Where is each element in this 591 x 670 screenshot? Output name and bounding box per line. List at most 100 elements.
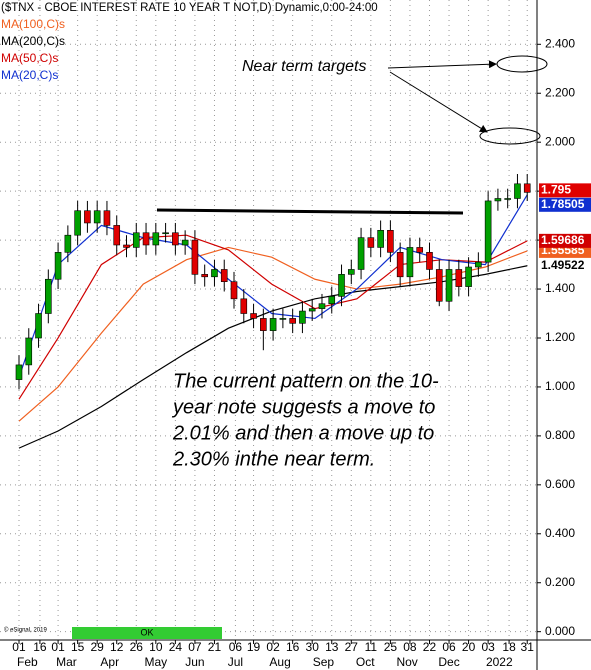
legend-entry: MA(20,C)s <box>1 68 58 82</box>
candle-body <box>132 232 140 248</box>
resistance-line <box>156 208 464 215</box>
candle-body <box>220 269 228 282</box>
annotation: 2.30% inthe near term. <box>172 448 375 470</box>
arrow <box>389 71 488 133</box>
candle-body <box>123 244 130 248</box>
candle-body <box>406 247 414 278</box>
month-label: Nov <box>396 655 417 669</box>
x-tick-label: 29 <box>90 640 104 654</box>
last-value-label: 1.795 <box>541 183 571 197</box>
candle-body <box>328 296 336 305</box>
month-label: Jun <box>185 655 204 669</box>
x-tick-label: 21 <box>208 640 222 654</box>
y-tick-label: 0.400 <box>545 526 575 540</box>
candle-body <box>465 266 472 287</box>
candle-body <box>74 210 81 236</box>
plot-area <box>15 174 531 449</box>
y-tick-label: 2.400 <box>545 36 575 50</box>
candle-body <box>93 210 101 224</box>
y-tick-label: 0.200 <box>545 575 575 589</box>
legend-entry: MA(200,C)s <box>1 34 65 48</box>
last-value-label: 1.78505 <box>541 197 585 211</box>
candle-body <box>308 308 316 312</box>
candle-body <box>172 232 179 246</box>
last-value-box <box>539 258 591 273</box>
candle-body <box>211 269 218 278</box>
candle-body <box>45 278 52 314</box>
candle-body <box>250 313 257 319</box>
x-tick-label: 26 <box>130 640 144 654</box>
annotation: Near term targets <box>242 58 366 75</box>
candle-body <box>240 298 248 314</box>
arrow <box>387 60 497 69</box>
candle-body <box>35 313 42 339</box>
target-ellipse <box>496 55 548 73</box>
y-tick-label: 1.200 <box>545 330 575 344</box>
y-tick-label: 2.000 <box>545 134 575 148</box>
x-tick-label: 27 <box>345 640 359 654</box>
month-label: Apr <box>100 655 119 669</box>
candle-body <box>191 239 199 275</box>
candle-body <box>338 274 345 297</box>
x-tick-label: 11 <box>365 640 378 654</box>
x-tick-label: 07 <box>188 640 202 654</box>
candle-body <box>347 269 355 275</box>
candle-body <box>260 318 267 331</box>
y-tick-label: 0.000 <box>545 624 575 638</box>
annotation: The current pattern on the 10- <box>173 370 439 392</box>
candle-body <box>142 232 150 246</box>
month-label: Sep <box>313 655 335 669</box>
month-label: Jul <box>228 655 243 669</box>
moving-average <box>18 194 528 378</box>
candle-body <box>181 239 189 246</box>
x-tick-label: 01 <box>12 640 26 654</box>
candle-body <box>445 269 453 302</box>
x-tick-label: 12 <box>110 640 124 654</box>
annotation: 2.01% and then a move up to <box>172 422 434 444</box>
candle-body <box>357 237 365 270</box>
x-tick-label: 19 <box>247 640 261 654</box>
legend-entry: MA(100,C)s <box>1 17 65 31</box>
candle-body <box>514 183 521 199</box>
y-tick-label: 1.000 <box>545 379 575 393</box>
candle-body <box>455 269 463 287</box>
candle-body <box>152 232 160 246</box>
x-tick-label: 24 <box>169 640 183 654</box>
x-tick-label: 18 <box>502 640 516 654</box>
y-tick-label: 0.600 <box>545 477 575 491</box>
target-ellipse <box>479 127 541 145</box>
copyright: © eSignal, 2019 <box>4 627 47 634</box>
month-label: Dec <box>438 655 459 669</box>
candle-body <box>377 230 384 248</box>
last-value-box <box>539 197 591 212</box>
candle-body <box>475 261 482 268</box>
candle-body <box>64 234 72 253</box>
annotation: year note suggests a move to <box>171 396 435 418</box>
month-label: Mar <box>56 655 77 669</box>
month-label: Oct <box>356 655 375 669</box>
candle-body <box>15 364 23 380</box>
x-tick-label: 16 <box>33 640 47 654</box>
candle-body <box>435 269 443 302</box>
candle-body <box>396 252 404 278</box>
legend-entry: MA(50,C)s <box>1 51 58 65</box>
x-tick-label: 20 <box>462 640 476 654</box>
last-value-box <box>539 233 591 248</box>
candle-body <box>269 318 277 331</box>
candle-body <box>416 247 424 253</box>
x-tick-label: 16 <box>286 640 300 654</box>
chart-title: ($TNX - CBOE INTEREST RATE 10 YEAR T NOT… <box>1 2 378 14</box>
candle-body <box>162 232 169 235</box>
candle-body <box>279 318 287 320</box>
x-tick-label: 30 <box>306 640 320 654</box>
candle-body <box>230 281 238 300</box>
last-value-label: 1.49522 <box>541 258 585 272</box>
x-tick-label: 03 <box>481 640 495 654</box>
candle-body <box>103 210 111 226</box>
x-tick-label: 25 <box>384 640 398 654</box>
last-value-label: 1.59686 <box>541 233 585 247</box>
x-tick-label: 08 <box>403 640 417 654</box>
candle-body <box>504 198 511 200</box>
x-tick-label: 15 <box>71 640 85 654</box>
month-label: Feb <box>17 655 38 669</box>
